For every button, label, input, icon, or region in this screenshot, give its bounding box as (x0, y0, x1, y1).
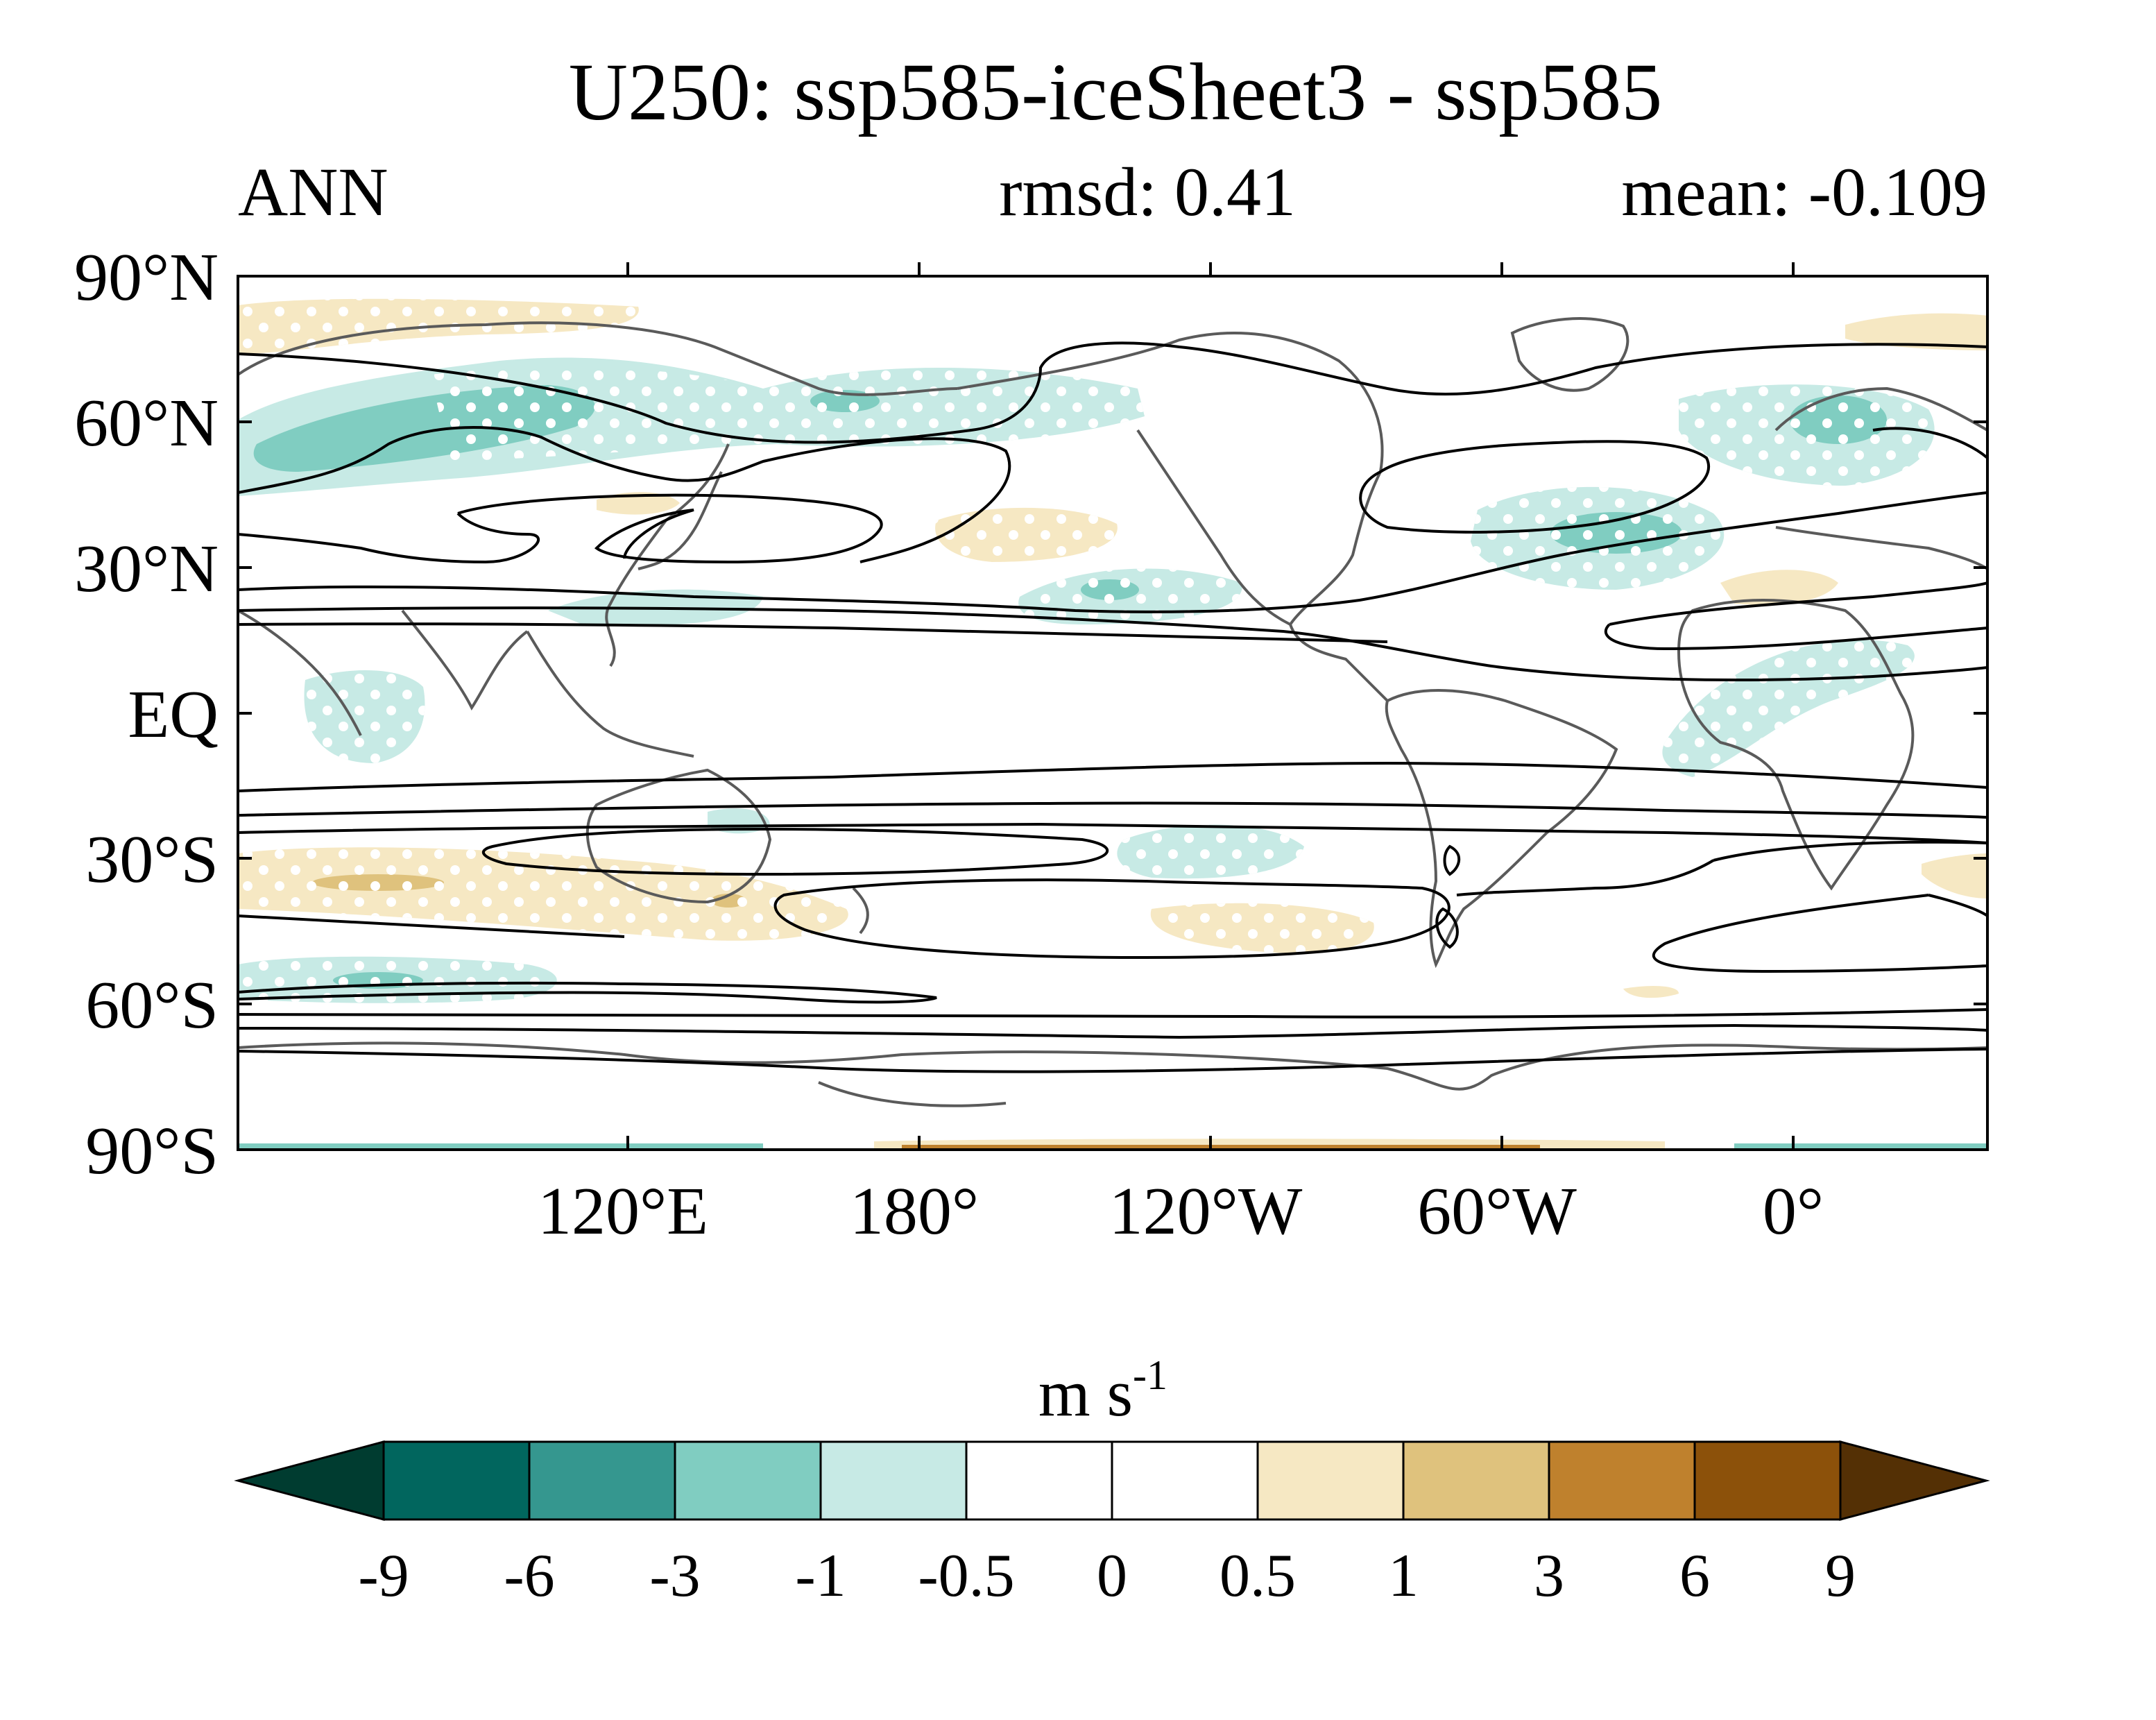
lon-label: 60°W (1417, 1174, 1577, 1249)
contour-tropics-south-1 (238, 761, 1987, 792)
colorbar-tick-label: -1 (795, 1542, 846, 1610)
lat-label: 60°N (74, 386, 219, 461)
lon-label: 120°E (538, 1174, 708, 1249)
contour-jet-north-1 (238, 426, 1011, 563)
colorbar-boxes (234, 1440, 1990, 1521)
contour-tropics-south-2 (238, 801, 1987, 819)
contour-south-1 (238, 822, 1987, 844)
contour-jet-inner (238, 512, 540, 564)
latitude-axis: 90°N 60°N 30°N EQ 30°S 60°S 90°S (74, 240, 219, 1189)
contour-southern-ocean-3 (238, 1048, 1987, 1073)
lon-label: 180° (850, 1174, 979, 1249)
contour-jet-core-asia (457, 493, 883, 564)
coast-greenland (1510, 317, 1629, 392)
coast-antarctica (238, 1041, 1987, 1091)
colorbar-box (1256, 1440, 1405, 1521)
colorbar-box (819, 1440, 968, 1521)
colorbar-tick-label: -0.5 (918, 1542, 1014, 1610)
colorbar-box (382, 1440, 531, 1521)
colorbar-tick-label: -9 (358, 1542, 409, 1610)
lat-label: 90°S (85, 1114, 219, 1189)
colorbar-extend-high (1839, 1440, 1990, 1521)
coast-india (401, 609, 529, 710)
contour-southern-ocean-2 (238, 1023, 1987, 1039)
anomaly-pos-japan (597, 492, 680, 515)
colorbar-tick-label: -6 (504, 1542, 554, 1610)
colorbar: m s-1 -9 -6 -3 -1 -0.5 0 0.5 1 3 6 9 (234, 1352, 1990, 1610)
colorbar-tick-label: 0.5 (1220, 1542, 1296, 1610)
anomaly-pos-small-sa (1623, 985, 1679, 998)
lon-label: 120°W (1109, 1174, 1303, 1249)
lat-label: EQ (128, 677, 219, 752)
colorbar-tick-label: 0 (1097, 1542, 1127, 1610)
colorbar-tick-label: 1 (1388, 1542, 1419, 1610)
contour-europe-jet (1872, 427, 1987, 459)
colorbar-box (965, 1440, 1113, 1521)
lat-label: 30°N (74, 531, 219, 606)
contour-south-jet-2 (773, 878, 1451, 960)
contour-subtrop-north-1 (238, 491, 1987, 613)
coast-mediterranean (1775, 526, 1987, 570)
contour-patagonia (1435, 844, 1461, 949)
lat-label: 30°S (85, 822, 219, 897)
coast-europe (1774, 386, 1987, 432)
lat-label: 60°S (85, 968, 219, 1043)
map-area (238, 276, 1987, 1150)
colorbar-box (1693, 1440, 1842, 1521)
contour-south-jet-pac (481, 827, 1109, 876)
mean-label: mean: -0.109 (1621, 153, 1987, 230)
colorbar-box (1111, 1440, 1259, 1521)
contour-africa-jet (1604, 581, 1987, 651)
anomaly-neg-antarctic (238, 1143, 763, 1150)
contour-south-atl-jet (1456, 840, 1987, 896)
coast-japan (638, 471, 723, 570)
rmsd-label: rmsd: 0.41 (999, 153, 1296, 230)
colorbar-tick-label: -3 (649, 1542, 700, 1610)
colorbar-extend-low (234, 1440, 385, 1521)
colorbar-tick-label: 6 (1679, 1542, 1710, 1610)
colorbar-box (674, 1440, 822, 1521)
contour-atlantic-jet (1359, 440, 1710, 534)
coast-seasia (526, 630, 694, 758)
plot-title: U250: ssp585-iceSheet3 - ssp585 (569, 46, 1662, 137)
contours (238, 341, 1987, 1073)
anomaly-pos-south-atl (1922, 853, 1987, 899)
map-frame (237, 262, 1989, 1151)
coast-africa (1677, 599, 1915, 891)
anomaly-pos-nafrica (1720, 570, 1838, 605)
anomaly-pos-arctic-east (1845, 313, 1987, 350)
colorbar-tick-label: 9 (1825, 1542, 1856, 1610)
contour-subtrop-north-2 (238, 606, 1987, 681)
colorbar-labels: -9 -6 -3 -1 -0.5 0 0.5 1 3 6 9 (358, 1542, 1856, 1610)
coast-nz (852, 887, 869, 935)
coast-australia (585, 768, 772, 904)
contour-south-indian-2 (238, 914, 625, 938)
lon-label: 0° (1763, 1174, 1824, 1249)
colorbar-tick-label: 3 (1534, 1542, 1564, 1610)
coast-ross-shelf (818, 1081, 1007, 1107)
colorbar-box (1548, 1440, 1696, 1521)
contour-south-indian-3 (238, 981, 937, 1004)
colorbar-units: m s-1 (1038, 1352, 1167, 1430)
colorbar-box (528, 1440, 676, 1521)
colorbar-box (1402, 1440, 1550, 1521)
contour-subtrop-north-3 (238, 622, 1388, 643)
contour-polar-north (238, 341, 1987, 444)
anomaly-neg-antarctic-east (1734, 1143, 1987, 1150)
lat-label: 90°N (74, 240, 219, 315)
season-label: ANN (238, 153, 388, 230)
coast-eurasia-north (238, 321, 958, 396)
contour-south-atl-2 (1652, 894, 1987, 973)
longitude-axis: 120°E 180° 120°W 60°W 0° (538, 1174, 1824, 1249)
